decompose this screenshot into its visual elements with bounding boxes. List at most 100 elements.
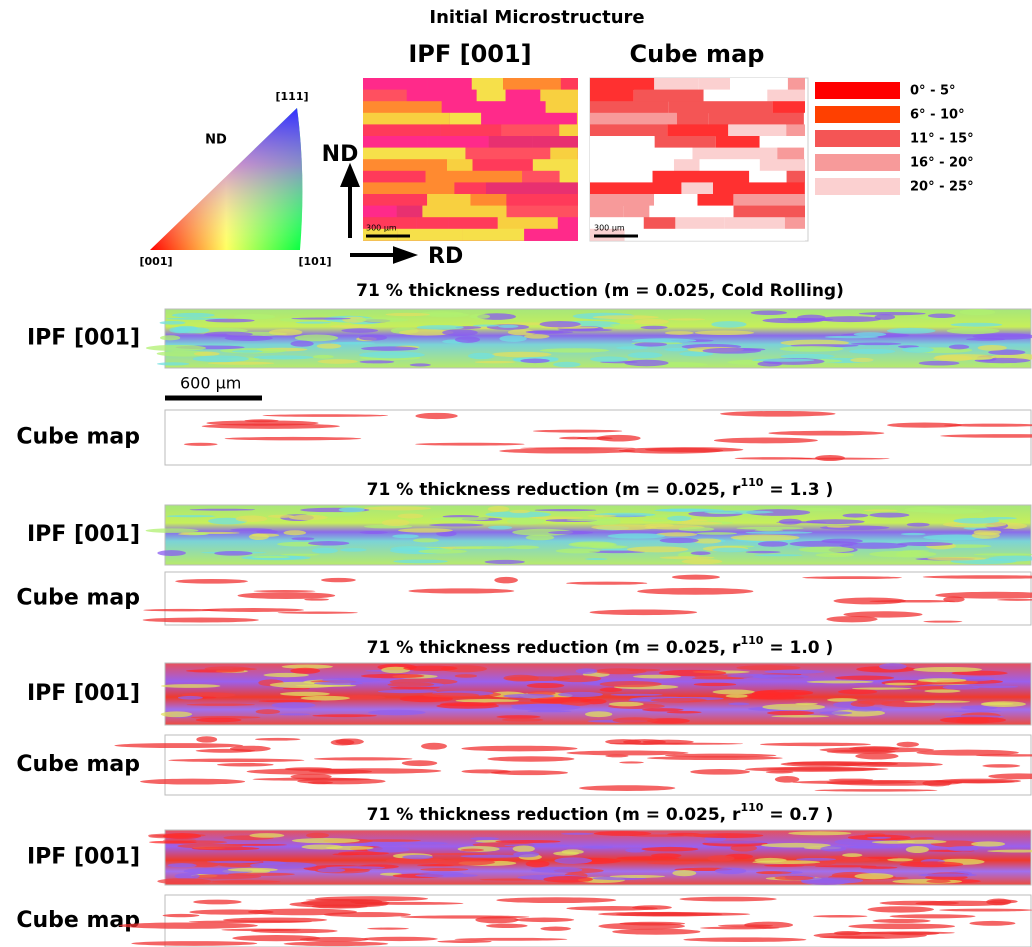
texture — [361, 936, 438, 942]
texture — [417, 864, 454, 867]
texture — [360, 673, 425, 679]
texture — [409, 363, 431, 367]
texture — [752, 860, 821, 865]
texture — [306, 832, 330, 839]
legend-label: 20° - 25° — [910, 180, 974, 195]
texture — [640, 325, 668, 330]
grain — [767, 89, 805, 102]
texture — [631, 338, 697, 343]
texture — [183, 442, 218, 446]
grain — [427, 136, 489, 148]
texture — [869, 599, 956, 603]
texture — [145, 528, 199, 533]
texture — [642, 519, 669, 522]
texture — [253, 590, 316, 593]
texture — [252, 777, 372, 781]
grain — [363, 78, 428, 90]
texture — [576, 436, 613, 440]
texture — [658, 669, 727, 677]
texture — [826, 698, 858, 702]
panel-title: 71 % thickness reduction (m = 0.025, r11… — [367, 476, 834, 500]
texture — [842, 858, 880, 862]
texture — [330, 341, 376, 345]
texture — [953, 710, 1002, 713]
texture — [917, 678, 967, 683]
texture — [736, 665, 801, 671]
texture — [231, 349, 263, 353]
texture — [997, 598, 1032, 601]
texture — [872, 918, 931, 924]
texture — [317, 359, 358, 364]
title-sup: 110 — [740, 801, 763, 814]
texture — [229, 745, 271, 752]
texture — [916, 749, 1019, 756]
texture — [460, 854, 523, 858]
grain — [503, 78, 561, 90]
texture — [280, 553, 320, 556]
legend-label: 11° - 15° — [910, 132, 974, 147]
texture — [494, 576, 518, 584]
texture — [863, 509, 898, 512]
legend-label: 6° - 10° — [910, 108, 965, 123]
texture — [815, 865, 877, 868]
texture — [166, 515, 216, 518]
texture — [762, 703, 826, 711]
grain — [577, 147, 578, 160]
texture — [167, 863, 197, 868]
texture — [290, 667, 321, 674]
texture — [651, 697, 707, 703]
grain — [759, 159, 805, 172]
texture — [162, 913, 200, 918]
texture — [905, 846, 929, 854]
texture — [539, 348, 610, 353]
texture — [927, 557, 987, 561]
grain — [786, 124, 805, 137]
texture — [927, 313, 956, 319]
texture — [616, 911, 723, 917]
texture — [290, 340, 314, 347]
texture — [222, 917, 328, 923]
texture — [972, 333, 1032, 340]
grain — [506, 194, 578, 206]
texture — [467, 352, 495, 360]
texture — [751, 690, 782, 698]
legend-swatch — [815, 82, 900, 99]
grain — [576, 112, 578, 125]
texture — [332, 853, 360, 856]
grain — [560, 78, 578, 90]
title-text: 71 % thickness reduction (m = 0.025, r — [367, 638, 741, 658]
panel-title: 71 % thickness reduction (m = 0.025, Col… — [356, 281, 844, 301]
texture — [525, 860, 550, 868]
texture — [168, 758, 305, 763]
texture — [946, 327, 1000, 335]
texture — [289, 514, 328, 521]
texture — [506, 517, 546, 525]
texture — [308, 541, 350, 546]
texture — [140, 778, 246, 785]
legend-swatch — [815, 178, 900, 195]
texture — [977, 344, 1007, 351]
texture — [503, 674, 539, 682]
texture — [156, 362, 190, 366]
grain — [363, 182, 455, 195]
nd-axis: ND — [322, 142, 359, 167]
texture — [934, 354, 996, 360]
grain — [590, 194, 655, 206]
scale-label: 600 µm — [180, 374, 241, 393]
texture — [612, 717, 658, 724]
texture — [761, 842, 831, 848]
texture — [690, 551, 711, 556]
texture — [461, 745, 578, 752]
texture — [203, 331, 253, 337]
initial-cube-map — [589, 77, 809, 242]
texture — [509, 509, 530, 514]
texture — [798, 546, 855, 553]
texture — [642, 708, 684, 712]
texture — [553, 361, 581, 368]
texture — [922, 575, 1032, 579]
texture — [485, 923, 528, 929]
texture — [795, 857, 837, 861]
texture — [157, 878, 212, 885]
texture — [771, 715, 830, 718]
texture — [295, 321, 332, 324]
